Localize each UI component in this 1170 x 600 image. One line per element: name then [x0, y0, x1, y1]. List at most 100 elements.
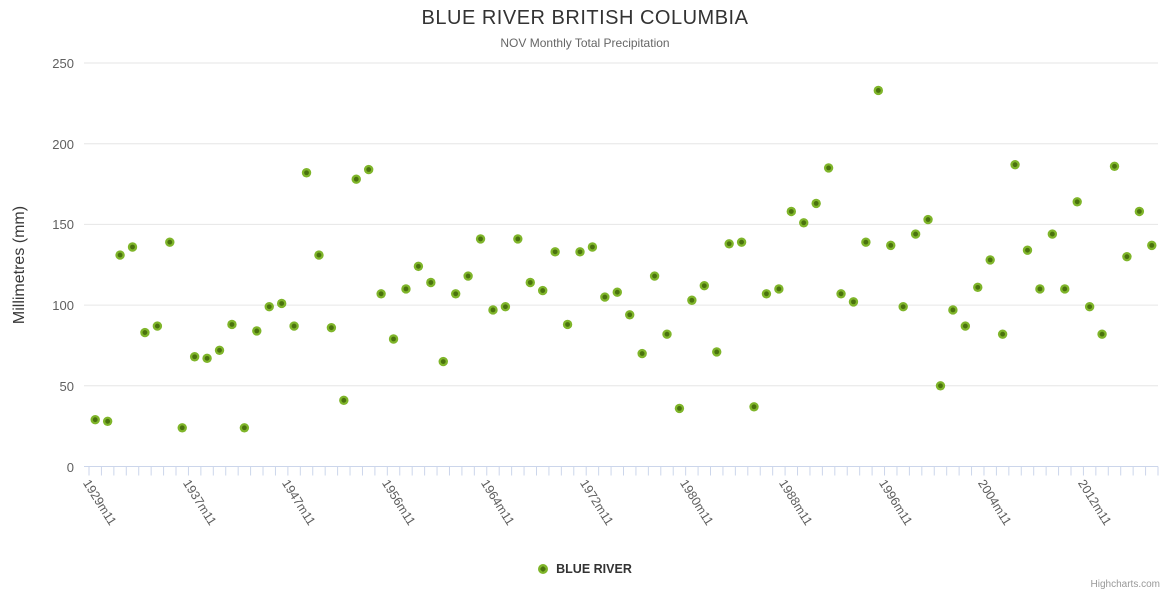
data-point[interactable] — [276, 298, 287, 309]
data-point[interactable] — [886, 240, 896, 251]
data-point[interactable] — [1122, 251, 1132, 262]
data-point[interactable] — [799, 218, 809, 228]
data-point[interactable] — [749, 402, 759, 412]
chart-title: BLUE RIVER BRITISH COLUMBIA — [421, 7, 749, 29]
data-point[interactable] — [1060, 284, 1070, 294]
data-point[interactable] — [165, 237, 175, 247]
data-point[interactable] — [363, 164, 374, 175]
data-point[interactable] — [699, 281, 709, 291]
chart-subtitle: NOV Monthly Total Precipitation — [500, 36, 670, 50]
data-point[interactable] — [500, 302, 511, 312]
data-point[interactable] — [836, 289, 846, 299]
data-point[interactable] — [525, 277, 535, 288]
data-point[interactable] — [575, 247, 585, 257]
data-point[interactable] — [687, 295, 697, 305]
legend-marker-icon — [538, 564, 549, 574]
data-point[interactable] — [587, 242, 598, 252]
data-point[interactable] — [1109, 161, 1120, 171]
data-point[interactable] — [227, 319, 237, 330]
data-point[interactable] — [289, 321, 299, 331]
data-point[interactable] — [550, 247, 560, 257]
data-point[interactable] — [823, 163, 834, 173]
y-axis-label: 0 — [66, 459, 74, 475]
data-point[interactable] — [450, 289, 461, 299]
data-point[interactable] — [438, 356, 448, 367]
data-point[interactable] — [115, 250, 125, 260]
data-point[interactable] — [189, 352, 200, 362]
data-point[interactable] — [861, 237, 871, 247]
data-point[interactable] — [985, 255, 995, 265]
y-axis-label: 200 — [52, 136, 74, 152]
data-point[interactable] — [848, 297, 859, 307]
data-point[interactable] — [1072, 197, 1082, 207]
data-point[interactable] — [662, 329, 672, 339]
data-point[interactable] — [140, 327, 150, 338]
legend-item[interactable]: BLUE RIVER — [0, 562, 1170, 576]
data-point[interactable] — [898, 302, 908, 312]
data-point[interactable] — [513, 234, 523, 244]
data-point[interactable] — [1010, 159, 1020, 170]
y-axis-label: 50 — [59, 378, 74, 394]
data-point[interactable] — [562, 319, 573, 330]
y-axis-label: 150 — [52, 217, 74, 233]
data-point[interactable] — [127, 242, 138, 252]
data-point[interactable] — [761, 289, 772, 299]
data-point[interactable] — [736, 237, 747, 247]
data-point[interactable] — [910, 229, 921, 239]
data-point[interactable] — [997, 329, 1008, 339]
data-point[interactable] — [935, 381, 946, 391]
data-point[interactable] — [674, 403, 685, 414]
data-point[interactable] — [1084, 302, 1095, 312]
data-point[interactable] — [475, 234, 486, 244]
data-point[interactable] — [649, 271, 660, 281]
data-point[interactable] — [177, 423, 187, 433]
data-point[interactable] — [538, 285, 548, 296]
data-point[interactable] — [1134, 206, 1145, 217]
data-point[interactable] — [314, 250, 324, 260]
data-point[interactable] — [960, 321, 971, 331]
data-point[interactable] — [1047, 229, 1058, 239]
y-axis-label: 250 — [52, 56, 74, 71]
data-point[interactable] — [1097, 329, 1107, 339]
data-point[interactable] — [102, 416, 113, 427]
data-point[interactable] — [463, 271, 473, 281]
data-point[interactable] — [786, 206, 797, 217]
data-point[interactable] — [388, 334, 399, 344]
data-point[interactable] — [973, 282, 983, 293]
data-point[interactable] — [712, 347, 722, 357]
data-point[interactable] — [948, 305, 958, 315]
data-point[interactable] — [413, 261, 424, 272]
data-point[interactable] — [90, 414, 100, 425]
data-point[interactable] — [252, 326, 262, 336]
data-point[interactable] — [152, 321, 163, 331]
y-axis-label: 100 — [52, 298, 74, 314]
data-point[interactable] — [301, 168, 312, 178]
data-point[interactable] — [488, 305, 498, 315]
legend-item-label: BLUE RIVER — [556, 562, 632, 576]
data-point[interactable] — [724, 239, 734, 249]
data-point[interactable] — [612, 287, 622, 297]
data-point[interactable] — [239, 423, 250, 433]
data-point[interactable] — [774, 284, 784, 294]
data-point[interactable] — [923, 214, 933, 225]
data-point[interactable] — [326, 322, 337, 333]
data-point[interactable] — [637, 348, 647, 359]
data-point[interactable] — [376, 289, 386, 299]
highcharts-credits-link[interactable]: Highcharts.com — [1090, 579, 1160, 590]
data-point[interactable] — [1022, 245, 1033, 255]
data-point[interactable] — [600, 292, 610, 302]
data-point[interactable] — [264, 302, 274, 312]
data-point[interactable] — [401, 284, 411, 294]
data-point[interactable] — [811, 198, 821, 209]
data-point[interactable] — [214, 345, 225, 355]
data-point[interactable] — [202, 353, 212, 364]
data-point[interactable] — [1147, 240, 1157, 251]
data-point[interactable] — [339, 395, 349, 406]
data-point[interactable] — [351, 174, 361, 184]
data-point[interactable] — [625, 310, 635, 320]
data-point[interactable] — [426, 277, 436, 288]
data-point[interactable] — [873, 85, 884, 96]
data-point[interactable] — [1035, 284, 1045, 294]
